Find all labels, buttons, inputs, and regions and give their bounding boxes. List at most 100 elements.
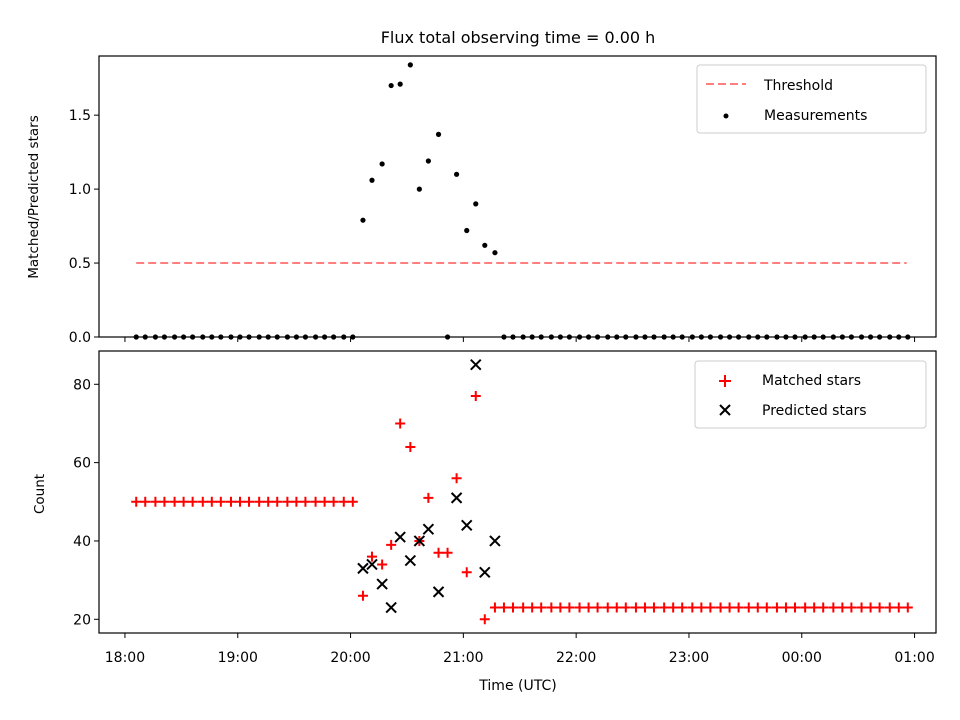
matched-star-point: [715, 602, 726, 613]
matched-star-point: [527, 602, 538, 613]
measurement-point: [369, 177, 375, 183]
measurement-point: [360, 217, 366, 223]
legend-measurements-label: Measurements: [764, 108, 867, 124]
measurement-point: [482, 242, 488, 248]
xtick-label: 23:00: [669, 650, 709, 666]
matched-star-point: [837, 602, 848, 613]
bottom-ytick-label: 40: [73, 534, 91, 550]
matched-star-point: [733, 602, 744, 613]
legend-predicted-swatch: [719, 404, 731, 416]
bottom-legend-box: [694, 360, 927, 429]
matched-star-point: [291, 496, 302, 507]
predicted-star-point: [470, 359, 482, 371]
predicted-star-point: [432, 586, 445, 598]
panel-top: Flux total observing time = 0.00 h Match…: [26, 28, 937, 346]
xtick-label: 01:00: [894, 650, 934, 666]
predicted-star-point: [461, 519, 473, 531]
matched-star-point: [479, 614, 490, 625]
xtick-label: 00:00: [782, 650, 822, 666]
matched-star-point: [677, 602, 688, 613]
matched-star-point: [555, 602, 566, 613]
bottom-ytick-label: 60: [73, 456, 91, 472]
matched-star-point: [630, 602, 641, 613]
matched-star-point: [272, 496, 283, 507]
matched-star-point: [828, 602, 839, 613]
chart-title: Flux total observing time = 0.00 h: [381, 28, 656, 47]
predicted-star-point: [394, 531, 406, 543]
matched-star-point: [386, 539, 397, 550]
matched-star-point: [809, 602, 820, 613]
panel-bottom: Count Time (UTC) 20 40 60 80 18:00 19:00 20:00…: [32, 350, 937, 694]
top-ytick-label: 1.5: [69, 108, 91, 124]
matched-star-point: [536, 602, 547, 613]
matched-star-point: [574, 602, 585, 613]
matched-star-point: [874, 602, 885, 613]
matched-star-point: [423, 492, 434, 503]
matched-star-point: [395, 418, 406, 429]
matched-star-point: [131, 496, 142, 507]
matched-star-point: [338, 496, 349, 507]
matched-star-point: [187, 496, 198, 507]
matched-star-point: [489, 602, 500, 613]
matched-star-point: [743, 602, 754, 613]
matched-star-point: [800, 602, 811, 613]
matched-star-point: [470, 391, 481, 402]
matched-star-point: [687, 602, 698, 613]
matched-star-point: [366, 551, 377, 562]
matched-star-point: [451, 473, 462, 484]
xtick-label: 19:00: [218, 650, 258, 666]
bottom-legend: Matched stars Predicted stars: [694, 360, 927, 429]
measurement-point: [464, 227, 470, 234]
matched-star-point: [856, 602, 867, 613]
matched-star-point: [724, 602, 735, 613]
xtick-label: 21:00: [443, 650, 483, 666]
x-axis-label: Time (UTC): [478, 678, 556, 694]
matched-star-point: [507, 602, 518, 613]
matched-star-point: [140, 496, 151, 507]
measurement-point: [388, 82, 394, 89]
measurement-point: [425, 158, 431, 164]
matched-star-point: [300, 496, 311, 507]
bottom-plot-area: 20 40 60 80 18:00 19:00 20:00 21:00 22:00 23:00 00…: [73, 359, 935, 666]
matched-star-point: [347, 496, 358, 507]
matched-star-point: [659, 602, 670, 613]
measurement-point: [416, 186, 422, 192]
matched-star-point: [705, 602, 716, 613]
matched-star-point: [405, 441, 416, 452]
top-legend: Threshold Measurements: [696, 64, 927, 134]
matched-star-point: [818, 602, 829, 613]
predicted-star-point: [479, 566, 491, 578]
measurement-point: [492, 250, 498, 256]
matched-star-point: [752, 602, 763, 613]
matched-star-point: [780, 602, 791, 613]
matched-star-point: [583, 602, 594, 613]
bottom-plot-frame: [98, 350, 937, 634]
predicted-star-point: [357, 562, 369, 575]
measurement-point: [397, 81, 403, 87]
matched-star-point: [433, 547, 444, 558]
matched-star-point: [564, 602, 575, 613]
top-y-axis-label: Matched/Predicted stars: [26, 115, 42, 278]
matched-star-point: [893, 602, 904, 613]
matched-star-point: [518, 602, 529, 613]
matched-star-point: [215, 496, 226, 507]
xtick-label: 22:00: [556, 650, 596, 666]
measurement-point: [435, 131, 442, 137]
matched-star-point: [639, 602, 650, 613]
measurement-point: [453, 171, 460, 177]
top-plot-frame: [98, 55, 937, 338]
matched-star-point: [498, 602, 509, 613]
matched-star-point: [771, 602, 782, 613]
matched-star-point: [789, 602, 800, 613]
matched-star-point: [328, 496, 339, 507]
predicted-star-point: [489, 535, 501, 547]
matched-star-point: [197, 496, 208, 507]
bottom-ytick-label: 80: [73, 377, 91, 393]
top-legend-box: [696, 64, 927, 134]
matched-star-point: [206, 496, 217, 507]
matched-star-point: [235, 496, 246, 507]
matched-star-point: [846, 602, 857, 613]
matched-star-point: [442, 547, 453, 558]
legend-matched-swatch: [719, 375, 731, 387]
